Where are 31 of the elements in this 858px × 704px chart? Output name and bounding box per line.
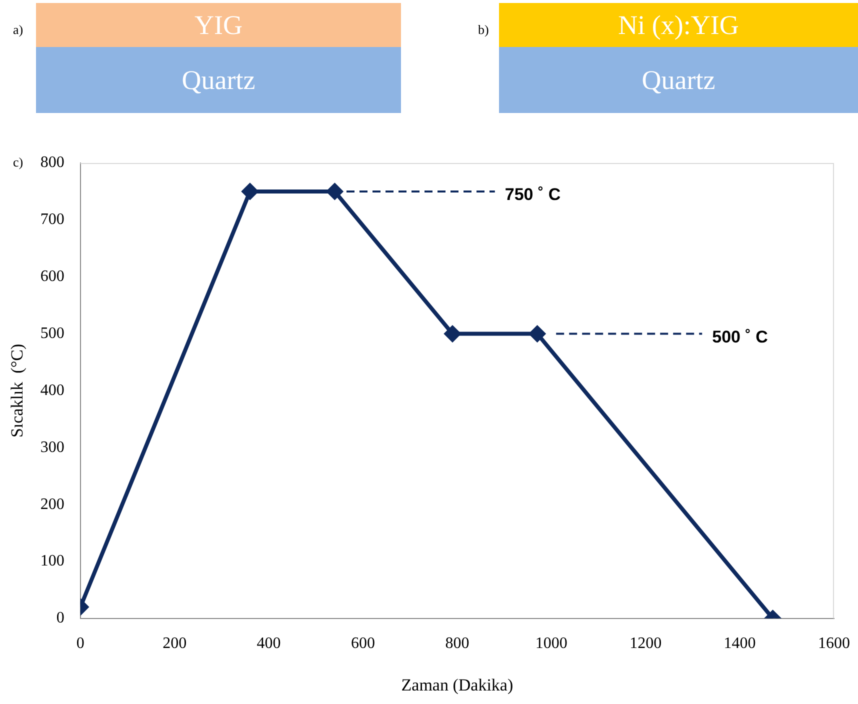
x-tick-label: 600 [351, 635, 375, 652]
annotation: 750 ˚ C [504, 185, 561, 204]
x-tick-label: 800 [445, 635, 470, 652]
x-tick-label: 0 [76, 635, 84, 652]
y-tick-label: 0 [56, 610, 64, 627]
y-axis-title: Sıcaklık (°C) [8, 344, 27, 438]
point [529, 326, 546, 342]
x-tick-label: 1600 [818, 635, 850, 652]
layer-stack: YIG Quartz [36, 3, 401, 113]
text: a) [13, 22, 24, 38]
point [326, 183, 343, 200]
annotation: 500 ˚ C [712, 327, 768, 346]
text: b) [478, 22, 489, 38]
x-tick-label: 1400 [724, 635, 756, 652]
x-tick-label: 400 [256, 635, 281, 652]
y-tick-label: 600 [40, 268, 64, 286]
y-tick-label: 500 [40, 324, 64, 342]
y-tick-label: 200 [40, 496, 64, 513]
point [242, 183, 258, 200]
y-tick-label: 700 [40, 211, 64, 228]
y-tick-label: 800 [40, 154, 64, 172]
x-tick-label: 1200 [630, 635, 662, 652]
y-tick-label: 400 [40, 382, 64, 399]
y-tick-label: 100 [40, 552, 64, 570]
y-tick-label: 300 [40, 438, 64, 456]
x-axis-title: Zaman (Dakika) [401, 675, 514, 694]
layer-stack: Ni (x):YIG Quartz [499, 3, 858, 113]
point [444, 326, 460, 342]
x-tick-label: 1000 [535, 635, 568, 652]
x-tick-label: 200 [162, 635, 187, 652]
text: c) [13, 154, 24, 170]
